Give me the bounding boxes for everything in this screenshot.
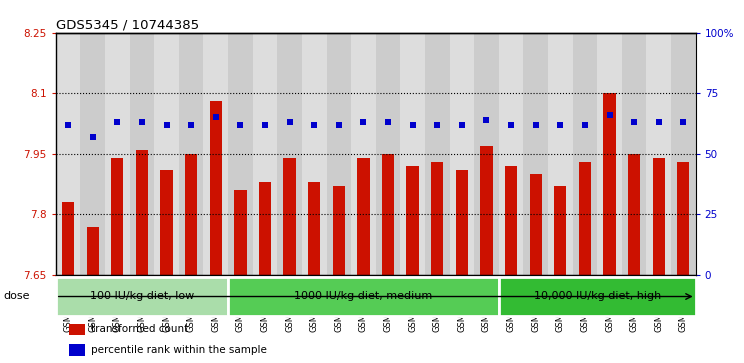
Bar [382,154,394,275]
Text: 10,000 IU/kg diet, high: 10,000 IU/kg diet, high [533,291,661,301]
Bar [228,33,253,275]
Bar [56,277,228,316]
Bar [530,174,542,275]
Bar [498,277,696,316]
Bar [161,170,173,275]
Bar [505,166,517,275]
Bar [554,186,566,275]
Bar [474,33,498,275]
Bar [456,170,468,275]
Text: 1000 IU/kg diet, medium: 1000 IU/kg diet, medium [295,291,432,301]
Bar [105,33,129,275]
Bar [278,33,302,275]
Bar [357,158,370,275]
Bar [185,154,197,275]
Bar [302,33,327,275]
Bar [56,33,80,275]
Bar [351,33,376,275]
Bar [327,33,351,275]
Bar [111,158,124,275]
Bar [597,33,622,275]
Text: 100 IU/kg diet, low: 100 IU/kg diet, low [90,291,194,301]
Text: transformed count: transformed count [91,325,188,334]
Text: dose: dose [4,291,31,301]
Bar [203,33,228,275]
Text: GDS5345 / 10744385: GDS5345 / 10744385 [56,19,199,32]
Text: percentile rank within the sample: percentile rank within the sample [91,345,267,355]
Bar [431,162,443,275]
Bar [603,93,616,275]
Bar [523,33,548,275]
Bar [333,186,345,275]
Bar [154,33,179,275]
Bar [425,33,449,275]
Bar [228,277,498,316]
Bar [210,101,222,275]
Bar [406,166,419,275]
Bar [253,33,278,275]
Bar [179,33,203,275]
Bar [234,190,246,275]
Bar [647,33,671,275]
Bar [136,150,148,275]
Bar [622,33,647,275]
Bar [652,158,665,275]
Bar [498,33,523,275]
Bar [481,146,493,275]
Bar [677,162,690,275]
Bar [671,33,696,275]
Bar [68,344,85,356]
Bar [259,182,271,275]
Bar [80,33,105,275]
Bar [129,33,154,275]
Bar [628,154,641,275]
Bar [400,33,425,275]
Bar [68,324,85,335]
Bar [548,33,573,275]
Bar [308,182,321,275]
Bar [86,227,99,275]
Bar [376,33,400,275]
Bar [283,158,296,275]
Bar [62,202,74,275]
Bar [579,162,591,275]
Bar [449,33,474,275]
Bar [573,33,597,275]
